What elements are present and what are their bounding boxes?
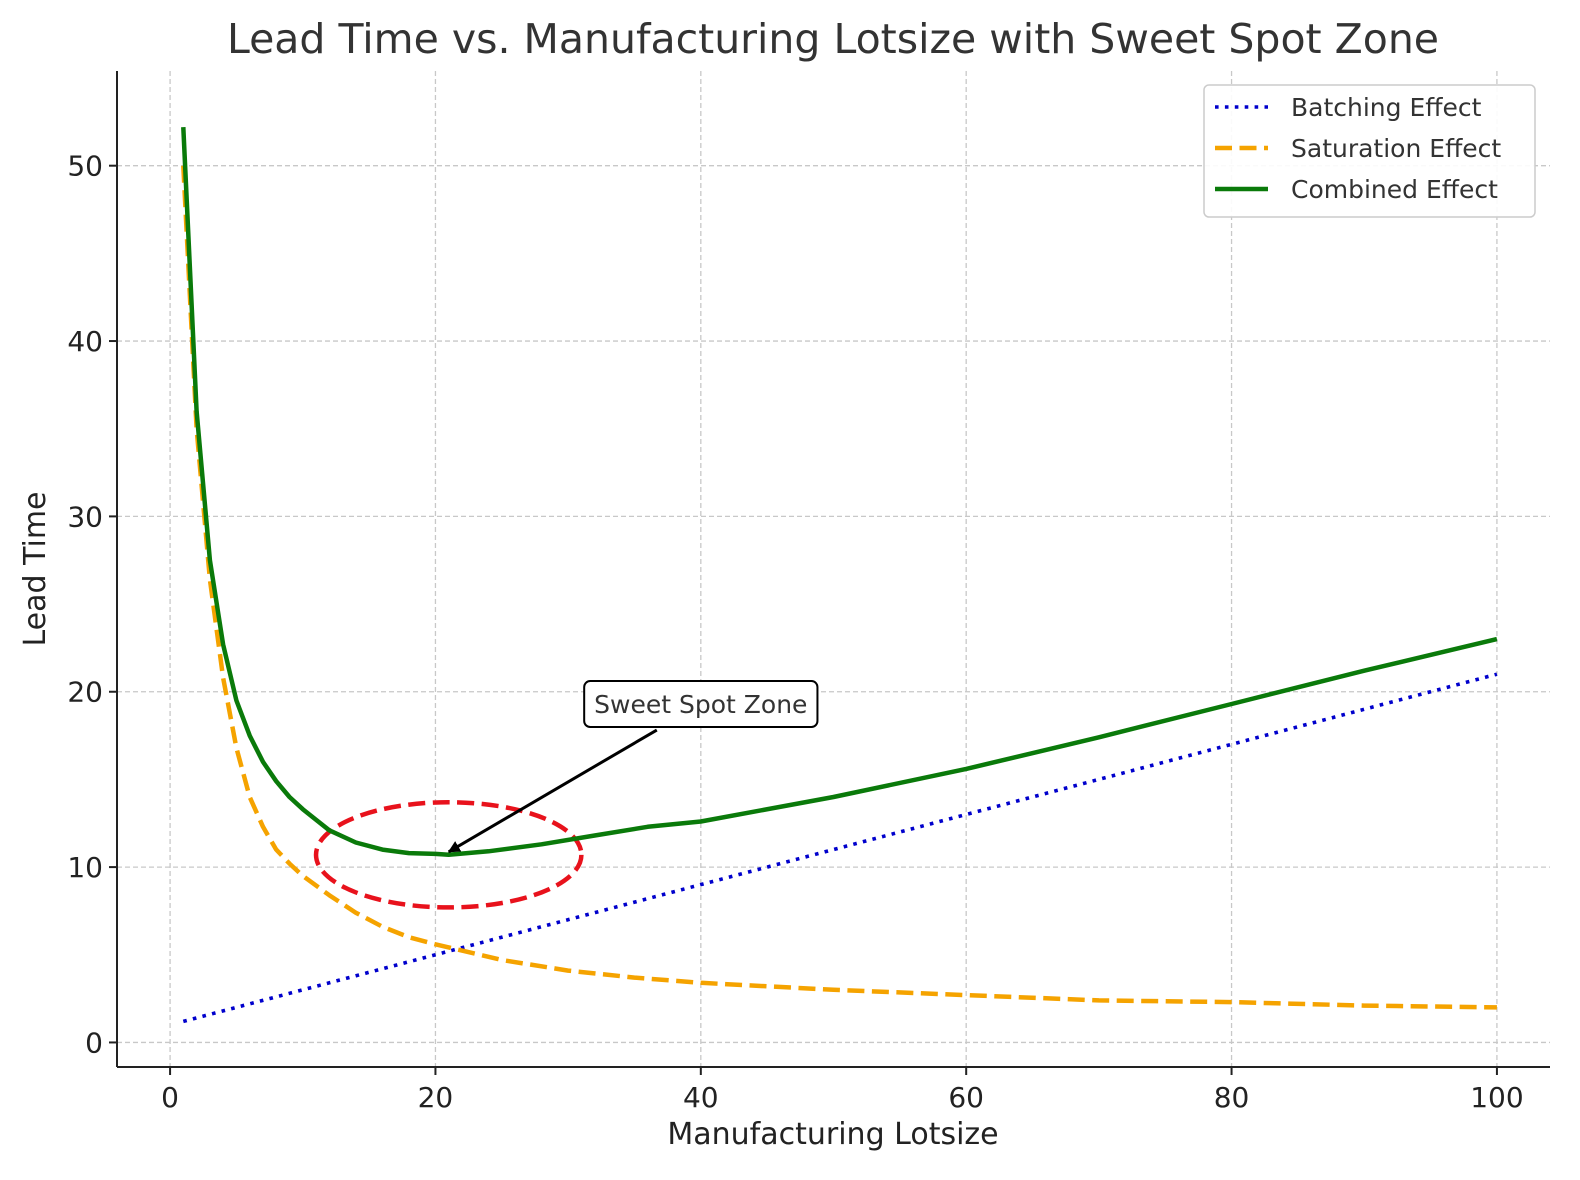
saturation-effect-line — [181, 165, 1497, 1010]
series-layer — [181, 126, 1498, 1024]
x-tick-label: 20 — [418, 1081, 454, 1114]
sweet-spot-ellipse — [313, 799, 584, 910]
y-tick-label: 50 — [67, 150, 103, 183]
grid — [117, 71, 1550, 1067]
legend-label-saturation-effect: Saturation Effect — [1291, 134, 1501, 163]
y-tick-label: 10 — [67, 851, 103, 884]
x-tick-label: 100 — [1470, 1081, 1523, 1114]
y-tick-label: 30 — [67, 500, 103, 533]
legend-label-batching-effect: Batching Effect — [1291, 93, 1482, 122]
x-tick-label: 40 — [683, 1081, 719, 1114]
sweet-spot-zone-layer — [313, 799, 584, 910]
legend-box — [1203, 84, 1536, 218]
legend-label-combined-effect: Combined Effect — [1291, 175, 1498, 204]
ticks: 0 20 40 60 80 100 0 10 20 30 40 50 — [67, 150, 1523, 1114]
annotation-box — [583, 680, 819, 729]
x-tick-label: 80 — [1214, 1081, 1250, 1114]
y-tick-label: 40 — [67, 325, 103, 358]
combined-effect-line — [181, 126, 1498, 858]
y-axis-label: Lead Time — [18, 491, 53, 646]
legend: Batching Effect Saturation Effect Combined… — [1203, 84, 1536, 218]
x-axis-label: Manufacturing Lotsize — [667, 1117, 998, 1152]
x-tick-label: 60 — [948, 1081, 984, 1114]
annotation-arrow — [447, 728, 658, 854]
y-tick-label: 20 — [67, 676, 103, 709]
annotation-text: Sweet Spot Zone — [594, 690, 807, 719]
x-tick-label: 0 — [161, 1081, 179, 1114]
chart-title: Lead Time vs. Manufacturing Lotsize with… — [227, 15, 1439, 63]
y-tick-label: 0 — [85, 1026, 103, 1059]
annotation: Sweet Spot Zone — [447, 680, 819, 854]
